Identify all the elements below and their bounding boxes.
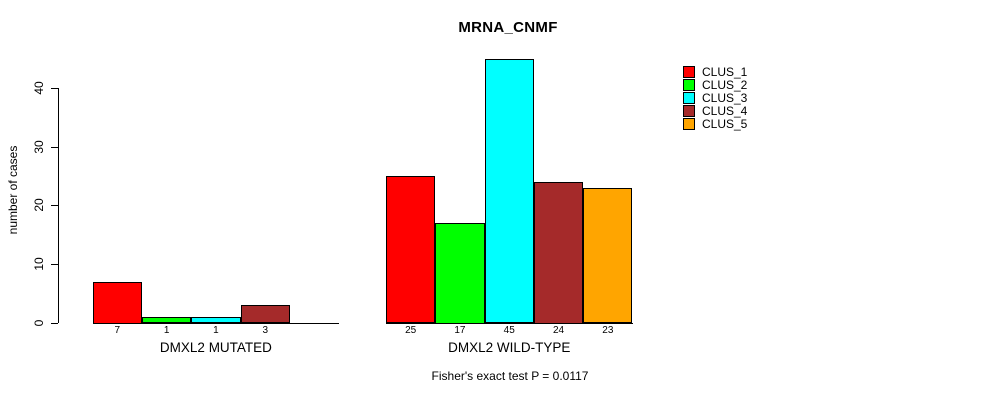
y-axis-tick	[51, 205, 58, 207]
y-axis-tick	[51, 88, 58, 90]
legend-swatch-clus-1	[683, 66, 695, 78]
bar-count-dmxl2-wild-type-clus-1: 25	[405, 325, 417, 336]
y-axis-tick-label: 0	[32, 319, 46, 326]
bar-count-dmxl2-mutated-clus-4: 3	[262, 325, 269, 336]
y-axis-tick	[51, 146, 58, 148]
legend-swatch-clus-3	[683, 92, 695, 104]
legend: CLUS_1 CLUS_2 CLUS_3 CLUS_4 CLUS_5	[683, 66, 747, 131]
bar-count-dmxl2-mutated-clus-3: 1	[213, 325, 219, 336]
bar-count-dmxl2-wild-type-clus-5: 23	[602, 325, 614, 336]
bar-dmxl2-wild-type-clus-4	[533, 182, 584, 324]
y-axis-tick	[51, 322, 58, 324]
legend-label-clus-3: CLUS_3	[702, 91, 748, 105]
bar-dmxl2-mutated-clus-3	[191, 316, 241, 324]
legend-item-clus-2: CLUS_2	[683, 79, 747, 91]
x-axis-group-label-dmxl2-mutated: DMXL2 MUTATED	[159, 340, 272, 355]
chart-title: MRNA_CNMF	[458, 19, 558, 36]
bar-count-dmxl2-wild-type-clus-3: 45	[503, 325, 515, 336]
legend-item-clus-4: CLUS_4	[683, 105, 747, 117]
bar-dmxl2-mutated-clus-2	[142, 316, 192, 324]
legend-item-clus-3: CLUS_3	[683, 92, 747, 104]
annotation-pvalue: Fisher's exact test P = 0.0117	[431, 369, 589, 383]
bar-count-dmxl2-mutated-clus-2: 1	[163, 325, 170, 336]
legend-label-clus-1: CLUS_1	[702, 65, 748, 79]
legend-label-clus-5: CLUS_5	[702, 117, 748, 131]
bar-count-dmxl2-mutated-clus-1: 7	[114, 325, 121, 336]
legend-swatch-clus-2	[683, 79, 695, 91]
y-axis-tick-label: 40	[32, 81, 46, 96]
legend-item-clus-5: CLUS_5	[683, 118, 747, 130]
bar-dmxl2-wild-type-clus-3	[484, 59, 534, 324]
y-axis-tick	[51, 264, 58, 265]
bar-dmxl2-wild-type-clus-5	[583, 187, 633, 324]
legend-swatch-clus-4	[683, 105, 695, 117]
bar-dmxl2-mutated-clus-4	[240, 304, 290, 324]
bar-count-dmxl2-wild-type-clus-2: 17	[454, 325, 466, 336]
legend-label-clus-2: CLUS_2	[702, 78, 748, 92]
bar-dmxl2-mutated-clus-1	[92, 281, 142, 324]
y-axis-tick-label: 10	[32, 257, 46, 271]
bar-dmxl2-wild-type-clus-1	[386, 176, 436, 324]
x-axis-group-label-dmxl2-wild-type: DMXL2 WILD-TYPE	[448, 340, 571, 355]
y-axis-label: number of cases	[6, 145, 20, 235]
y-axis-tick-label: 20	[32, 198, 46, 213]
bar-dmxl2-wild-type-clus-2	[435, 223, 485, 324]
y-axis-tick-label: 30	[32, 140, 46, 154]
legend-label-clus-4: CLUS_4	[702, 104, 748, 118]
bar-count-dmxl2-wild-type-clus-4: 24	[552, 325, 565, 336]
legend-swatch-clus-5	[683, 118, 695, 130]
y-axis-line	[58, 88, 59, 324]
legend-item-clus-1: CLUS_1	[683, 66, 747, 78]
